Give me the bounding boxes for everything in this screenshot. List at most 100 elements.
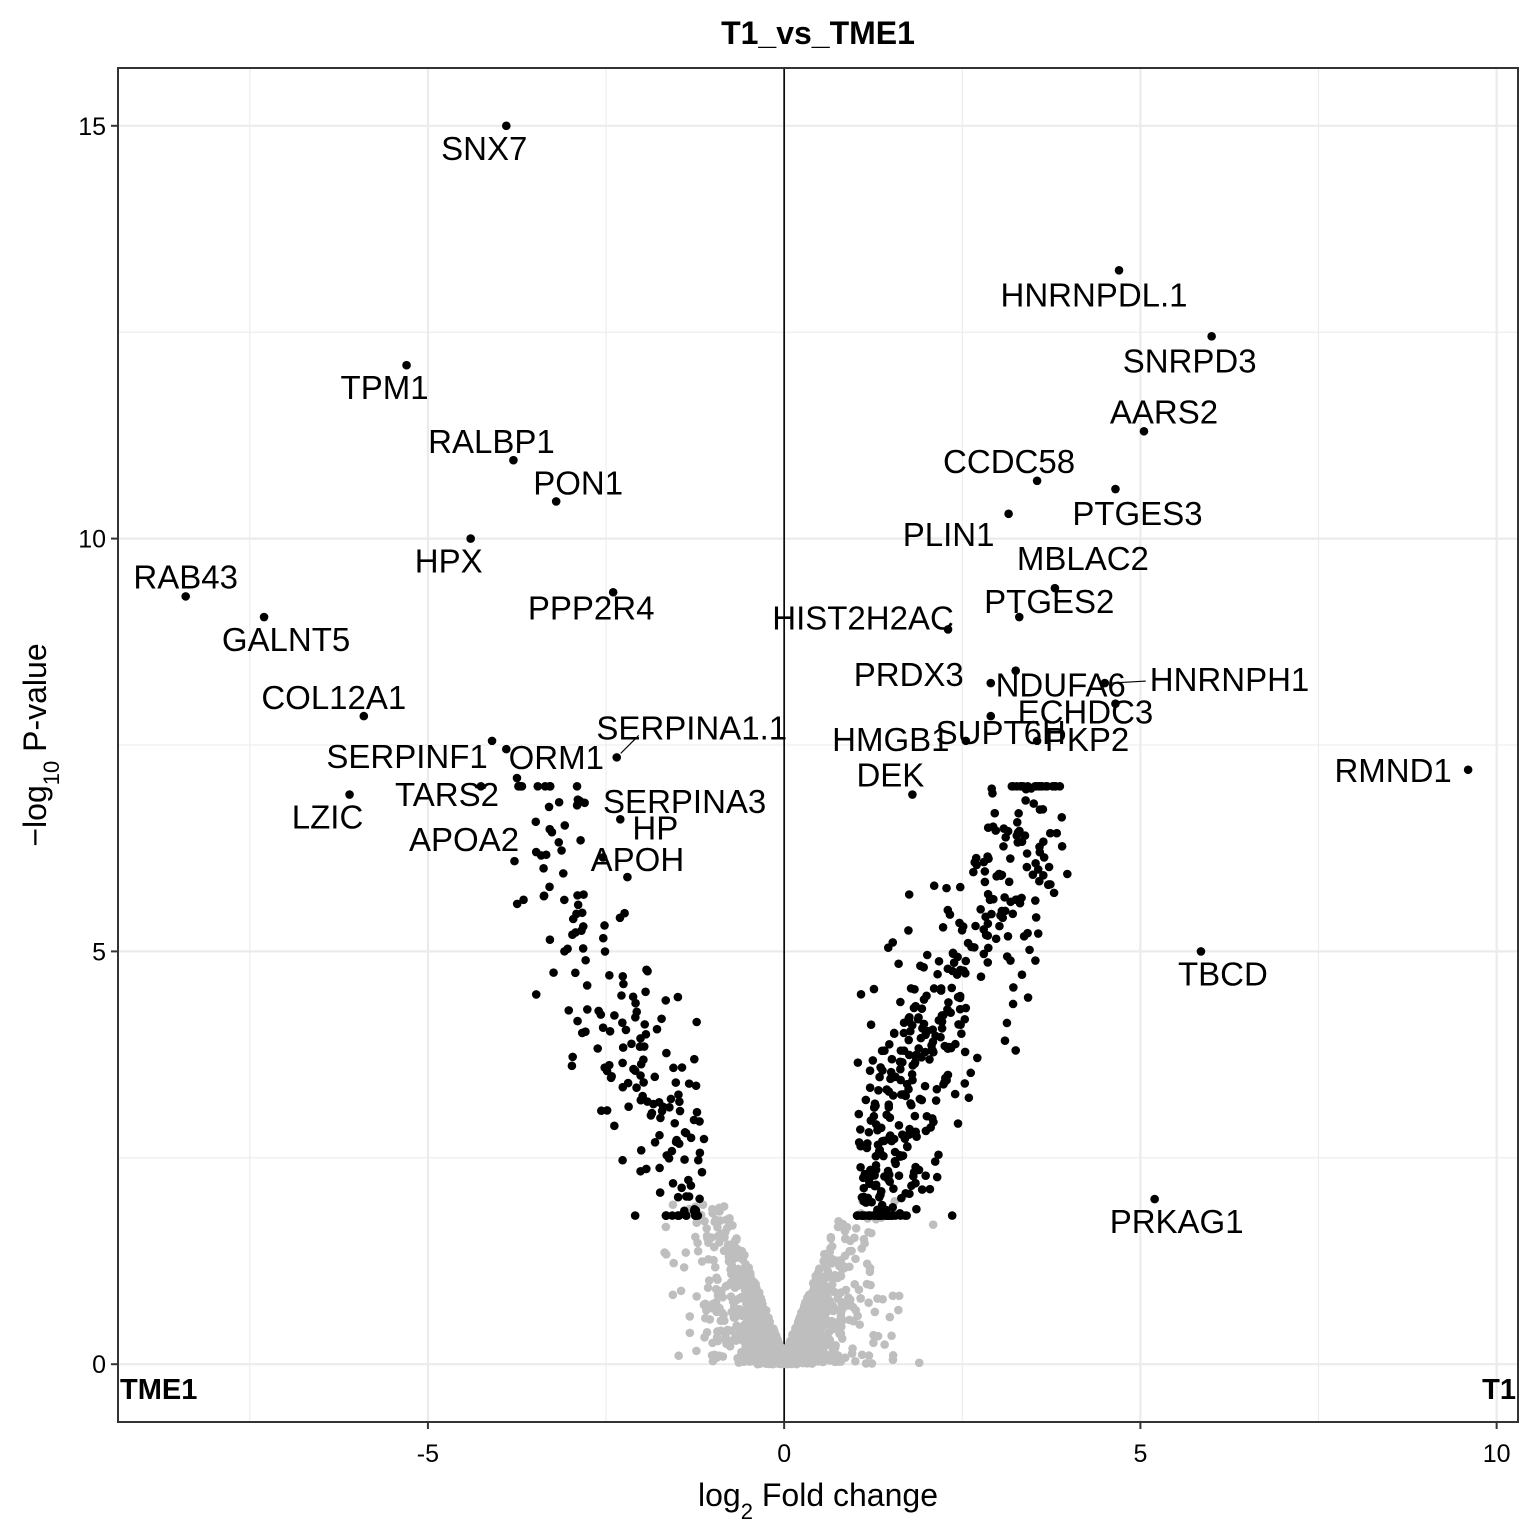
point-not-significant — [716, 1229, 726, 1239]
point-significant — [661, 996, 671, 1005]
point-significant — [568, 1052, 577, 1062]
point-not-significant — [761, 1308, 770, 1318]
point-significant — [979, 925, 989, 934]
point-not-significant — [836, 1271, 845, 1281]
point-not-significant — [692, 1218, 701, 1228]
point-significant — [883, 943, 893, 953]
point-significant — [1063, 869, 1072, 879]
point-not-significant — [864, 1227, 873, 1237]
point-significant — [675, 1106, 685, 1116]
point-significant — [1048, 781, 1057, 791]
point-significant — [618, 1058, 627, 1068]
point-significant — [883, 1166, 893, 1176]
point-significant — [966, 1068, 976, 1078]
point-significant — [956, 1020, 965, 1030]
point-significant — [693, 1155, 703, 1165]
point-significant — [1025, 945, 1034, 955]
point-not-significant — [799, 1341, 809, 1350]
point-not-significant — [880, 1340, 889, 1349]
point-apoa2 — [544, 802, 554, 812]
point-not-significant — [726, 1278, 736, 1287]
point-significant — [655, 1163, 664, 1173]
point-significant — [1015, 898, 1025, 908]
point-significant — [1045, 828, 1055, 838]
point-not-significant — [888, 1291, 898, 1301]
point-significant — [876, 1190, 885, 1200]
point-significant — [907, 1100, 916, 1110]
point-significant — [560, 821, 570, 830]
point-significant — [512, 899, 522, 909]
point-significant — [957, 1029, 966, 1039]
point-significant — [1031, 896, 1040, 905]
point-significant — [980, 867, 990, 876]
point-significant — [672, 1135, 681, 1145]
point-not-significant — [820, 1349, 829, 1358]
point-significant — [932, 1172, 942, 1182]
point-significant — [953, 1119, 963, 1128]
point-not-significant — [869, 1330, 878, 1340]
gene-label-tpm1: TPM1 — [341, 369, 429, 406]
point-significant — [600, 1063, 609, 1072]
point-significant — [1000, 906, 1010, 916]
point-significant — [904, 926, 913, 935]
connector-hnrnph1 — [1110, 680, 1146, 684]
gene-label-dek: DEK — [856, 757, 924, 794]
point-significant — [646, 1111, 656, 1120]
point-not-significant — [668, 1200, 678, 1210]
point-significant — [971, 921, 980, 931]
point-significant — [868, 1056, 878, 1065]
point-significant — [1014, 809, 1023, 818]
point-not-significant — [801, 1356, 811, 1365]
point-significant — [999, 842, 1008, 851]
point-significant — [563, 944, 572, 954]
point-significant — [888, 1202, 898, 1212]
point-significant — [988, 789, 997, 798]
point-significant — [906, 1026, 915, 1036]
point-significant — [866, 1020, 876, 1030]
point-significant — [931, 1096, 941, 1105]
point-significant — [943, 1005, 952, 1014]
point-significant — [1001, 833, 1010, 842]
point-not-significant — [770, 1326, 779, 1336]
point-not-significant — [702, 1224, 711, 1233]
point-hist2h2ac — [943, 625, 953, 634]
point-not-significant — [834, 1317, 844, 1326]
y-tick-label: 5 — [92, 938, 106, 966]
point-significant — [932, 1084, 942, 1094]
point-significant — [870, 1171, 879, 1180]
point-significant — [960, 1079, 970, 1088]
point-not-significant — [744, 1343, 754, 1353]
point-significant — [854, 1138, 864, 1147]
point-significant — [655, 1130, 664, 1140]
point-significant — [662, 1048, 671, 1058]
left-group-label: TME1 — [120, 1374, 197, 1406]
point-significant — [650, 1072, 660, 1082]
point-significant — [999, 824, 1009, 833]
point-significant — [666, 1094, 676, 1104]
x-tick-label: 0 — [777, 1440, 791, 1468]
point-significant — [631, 998, 640, 1008]
point-significant — [579, 890, 588, 899]
point-significant — [636, 1146, 646, 1155]
point-significant — [1008, 999, 1018, 1009]
point-not-significant — [819, 1285, 829, 1295]
point-significant — [665, 1103, 674, 1112]
point-significant — [904, 1035, 913, 1045]
point-not-significant — [821, 1251, 831, 1261]
point-not-significant — [832, 1355, 841, 1365]
point-significant — [1046, 880, 1055, 889]
point-not-significant — [867, 1359, 877, 1368]
gene-label-prdx3: PRDX3 — [854, 656, 964, 693]
plot-frame — [117, 67, 1519, 1423]
point-not-significant — [760, 1345, 770, 1355]
point-significant — [980, 877, 990, 887]
point-significant — [573, 1016, 582, 1026]
point-not-significant — [756, 1300, 766, 1309]
point-significant — [861, 1095, 871, 1105]
gene-label-hnrnph1: HNRNPH1 — [1150, 661, 1310, 698]
point-significant — [925, 1184, 935, 1194]
point-not-significant — [719, 1246, 729, 1256]
point-significant — [938, 1011, 948, 1020]
point-significant — [909, 1167, 919, 1177]
gene-label-apoh: APOH — [591, 841, 685, 878]
